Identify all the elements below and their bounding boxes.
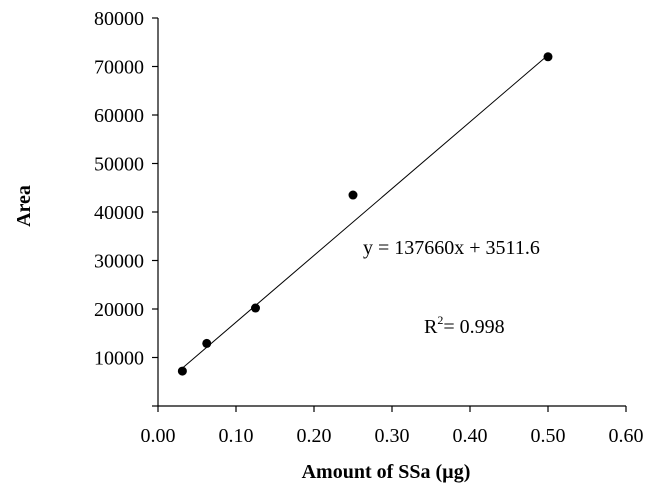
trendline xyxy=(182,54,549,369)
x-tick-label: 0.40 xyxy=(453,425,488,447)
y-tick-label: 60000 xyxy=(94,105,144,127)
y-tick-label: 70000 xyxy=(94,57,144,79)
y-axis-ticks xyxy=(152,17,158,407)
x-tick-label: 0.50 xyxy=(531,425,566,447)
trendline-equation: y = 137660x + 3511.6 xyxy=(363,237,540,259)
y-axis-title: Area xyxy=(13,185,35,227)
data-point xyxy=(348,190,358,200)
x-tick-label: 0.60 xyxy=(609,425,644,447)
y-tick-label: 30000 xyxy=(94,251,144,273)
data-point xyxy=(251,303,260,313)
y-tick-labels: 10000 20000 30000 40000 50000 60000 70000 80000 xyxy=(94,8,144,370)
y-tick-label: 40000 xyxy=(94,202,144,224)
x-axis-ticks xyxy=(157,406,627,412)
x-tick-labels: 0.00 0.10 0.20 0.30 0.40 0.50 0.60 xyxy=(141,425,644,447)
y-tick-label: 10000 xyxy=(94,348,144,370)
y-tick-label: 20000 xyxy=(94,299,144,321)
data-points xyxy=(177,52,553,376)
x-tick-label: 0.30 xyxy=(375,425,410,447)
data-point xyxy=(202,338,212,348)
x-tick-label: 0.10 xyxy=(219,425,254,447)
y-tick-label: 80000 xyxy=(94,8,144,30)
y-tick-label: 50000 xyxy=(94,154,144,176)
x-tick-label: 0.20 xyxy=(297,425,332,447)
x-axis-title: Amount of SSa (µg) xyxy=(302,461,471,483)
data-point xyxy=(543,52,553,62)
x-tick-label: 0.00 xyxy=(141,425,176,447)
data-point xyxy=(177,366,187,376)
r-squared-label: R2= 0.998 xyxy=(424,313,505,338)
